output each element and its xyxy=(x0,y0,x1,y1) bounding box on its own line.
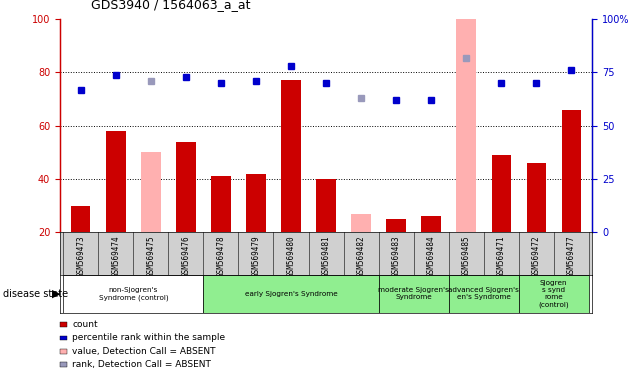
Text: rank, Detection Call = ABSENT: rank, Detection Call = ABSENT xyxy=(72,360,211,369)
Bar xyxy=(64,275,203,313)
Text: Sjogren
s synd
rome
(control): Sjogren s synd rome (control) xyxy=(539,280,569,308)
Bar xyxy=(141,152,161,232)
Bar xyxy=(71,206,91,232)
Text: GDS3940 / 1564063_a_at: GDS3940 / 1564063_a_at xyxy=(91,0,251,12)
Text: GSM569483: GSM569483 xyxy=(392,236,401,277)
Text: GSM569479: GSM569479 xyxy=(251,236,260,277)
Text: GSM569477: GSM569477 xyxy=(567,236,576,277)
Text: percentile rank within the sample: percentile rank within the sample xyxy=(72,333,226,343)
Text: GSM569473: GSM569473 xyxy=(76,236,85,277)
Bar xyxy=(282,81,301,232)
Text: GSM569482: GSM569482 xyxy=(357,236,365,277)
Text: GSM569471: GSM569471 xyxy=(496,236,506,277)
Bar xyxy=(527,163,546,232)
Text: GSM569476: GSM569476 xyxy=(181,236,190,277)
Text: GSM569484: GSM569484 xyxy=(427,236,435,277)
Text: GSM569474: GSM569474 xyxy=(112,236,120,277)
Bar xyxy=(561,110,581,232)
Bar xyxy=(457,19,476,232)
Bar xyxy=(379,275,449,313)
Bar xyxy=(449,275,518,313)
Bar xyxy=(246,174,266,232)
Bar xyxy=(491,155,511,232)
Text: GSM569475: GSM569475 xyxy=(146,236,156,277)
Text: GSM569481: GSM569481 xyxy=(321,236,331,277)
Text: early Sjogren's Syndrome: early Sjogren's Syndrome xyxy=(244,291,338,297)
Text: ▶: ▶ xyxy=(52,289,60,299)
Text: moderate Sjogren's
Syndrome: moderate Sjogren's Syndrome xyxy=(378,287,449,300)
Text: advanced Sjogren's
en's Syndrome: advanced Sjogren's en's Syndrome xyxy=(448,287,519,300)
Bar xyxy=(203,275,379,313)
Bar xyxy=(316,179,336,232)
Bar xyxy=(386,219,406,232)
Bar xyxy=(352,214,370,232)
Text: count: count xyxy=(72,320,98,329)
Bar xyxy=(176,142,195,232)
Text: disease state: disease state xyxy=(3,289,68,299)
Bar xyxy=(106,131,125,232)
Text: GSM569480: GSM569480 xyxy=(287,236,295,277)
Text: value, Detection Call = ABSENT: value, Detection Call = ABSENT xyxy=(72,347,216,356)
Text: GSM569472: GSM569472 xyxy=(532,236,541,277)
Bar xyxy=(421,216,441,232)
Bar xyxy=(518,275,588,313)
Text: GSM569478: GSM569478 xyxy=(217,236,226,277)
Bar xyxy=(211,176,231,232)
Text: GSM569485: GSM569485 xyxy=(462,236,471,277)
Text: non-Sjogren's
Syndrome (control): non-Sjogren's Syndrome (control) xyxy=(98,287,168,301)
